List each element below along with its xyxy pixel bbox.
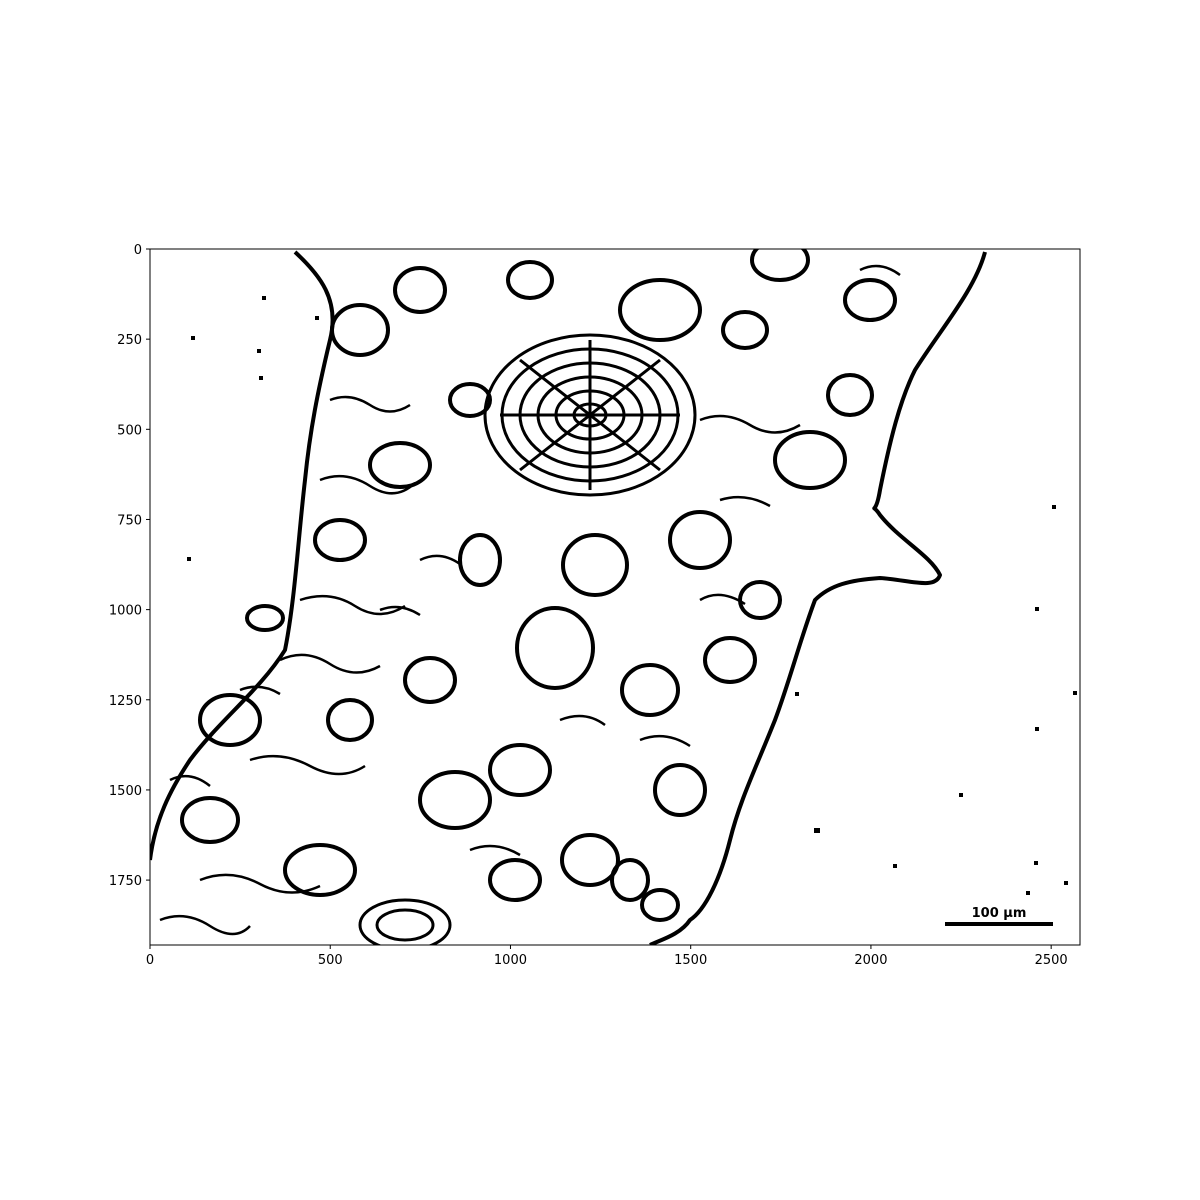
cells [180,249,897,922]
micrograph [150,249,1080,945]
y-tick-label: 1750 [109,874,142,889]
scale-bar-line [945,922,1053,926]
y-tick-label: 1250 [109,694,142,709]
x-tick-label: 1500 [674,953,707,968]
axes-frame [149,248,1081,946]
y-tick-label: 250 [117,333,142,348]
y-tick-label: 750 [117,513,142,528]
scale-bar: 100 µm [945,906,1053,926]
vascular-bundle [358,333,697,945]
x-tick-label: 0 [146,953,154,968]
x-axis: 0 500 1000 1500 2000 2500 [146,945,1068,968]
x-tick-label: 500 [318,953,343,968]
y-axis: 0 250 500 750 1000 1250 1500 1750 [109,243,150,889]
y-tick-label: 0 [134,243,142,258]
tissue-outline [150,250,987,945]
x-tick-label: 2000 [854,953,887,968]
y-tick-label: 500 [117,423,142,438]
edge-texture [159,264,901,936]
specks [187,296,1077,895]
x-tick-label: 1000 [494,953,527,968]
y-tick-label: 1000 [109,604,142,619]
scale-bar-label: 100 µm [972,906,1027,921]
x-tick-label: 2500 [1035,953,1068,968]
y-tick-label: 1500 [109,784,142,799]
